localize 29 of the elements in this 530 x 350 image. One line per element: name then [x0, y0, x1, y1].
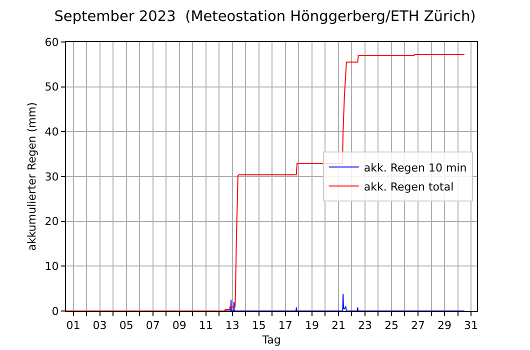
y-tick-label: 40	[44, 126, 59, 139]
x-tick-label: 15	[252, 319, 266, 332]
x-tick-label: 13	[225, 319, 240, 332]
x-tick-label: 21	[331, 319, 346, 332]
x-tick-label: 25	[384, 319, 398, 332]
y-tick-label: 0	[52, 304, 59, 318]
line-series	[66, 54, 465, 311]
y-tick-label: 10	[44, 260, 59, 274]
y-tick-label: 30	[44, 170, 59, 184]
x-tick-label: 29	[438, 319, 452, 332]
x-tick-label: 03	[92, 319, 107, 332]
y-tick-label: 20	[44, 215, 59, 228]
x-tick-label: 01	[66, 319, 80, 332]
x-tick-label: 27	[411, 319, 425, 332]
y-tick-label: 50	[44, 80, 59, 94]
x-tick-label: 11	[198, 319, 213, 332]
chart-title: September 2023 (Meteostation Hönggerberg/ETH Zürich)	[54, 8, 476, 25]
x-tick-label: 07	[146, 319, 160, 332]
x-tick-label: 17	[278, 319, 292, 332]
x-tick-label: 19	[304, 319, 319, 332]
legend-label: akk. Regen total	[364, 180, 454, 194]
x-tick-label: 31	[464, 319, 478, 332]
x-tick-label: 09	[172, 319, 186, 332]
y-axis-title: akkumulierter Regen (mm)	[25, 102, 38, 251]
y-tick-label: 60	[44, 36, 59, 49]
x-tick-label: 05	[119, 319, 134, 332]
x-tick-label: 23	[358, 319, 372, 332]
legend-label: akk. Regen 10 min	[364, 161, 467, 174]
x-axis-title: Tag	[261, 333, 281, 346]
